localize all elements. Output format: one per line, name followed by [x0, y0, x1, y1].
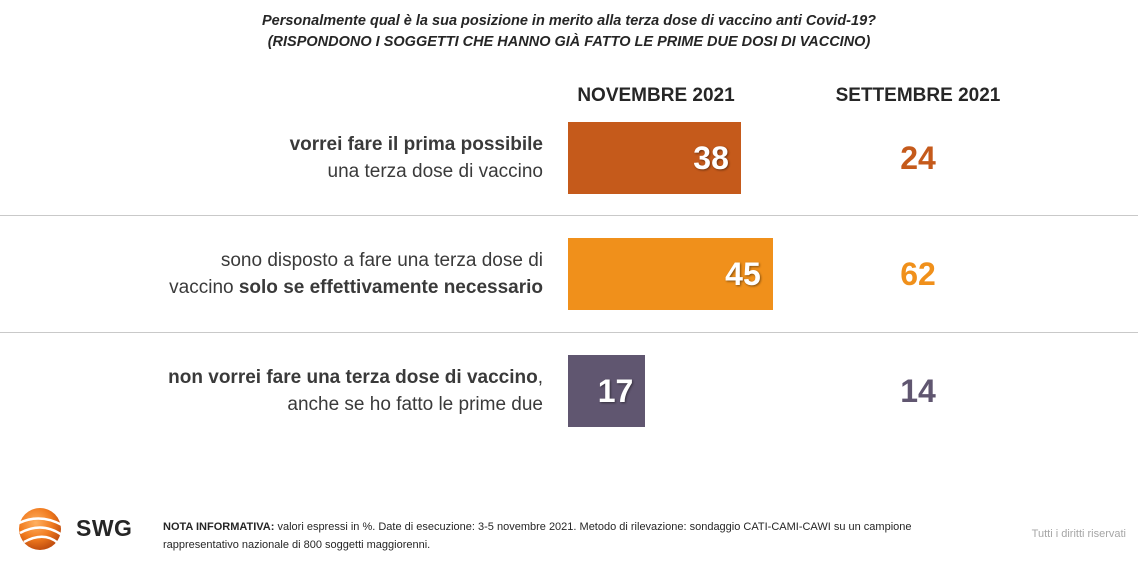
orange-globe-icon	[18, 508, 63, 550]
category-label-part: sono disposto a fare una terza dose di	[220, 250, 543, 271]
category-label-part: non vorrei fare una terza dose di vaccin…	[168, 367, 538, 388]
chart-title: Personalmente qual è la sua posizione in…	[0, 11, 1138, 53]
category-label: vorrei fare il prima possibile una terza …	[23, 131, 543, 185]
category-label-part: una terza dose di vaccino	[327, 161, 543, 182]
category-label-part: ,	[537, 367, 543, 388]
row-separator	[0, 215, 1138, 216]
column-header-settembre: SETTEMBRE 2021	[835, 85, 1001, 106]
category-label-part: vaccino	[169, 277, 239, 298]
bar-novembre-2021: 45	[568, 238, 773, 310]
logo-text: SWG	[76, 515, 133, 541]
chart-title-question: Personalmente qual è la sua posizione in…	[261, 13, 876, 29]
informative-note: NOTA INFORMATIVA: valori espressi in %. …	[163, 518, 963, 554]
column-header-novembre: NOVEMBRE 2021	[577, 85, 735, 106]
bar-value-label: 17	[597, 373, 634, 409]
chart-title-subtitle: (RISPONDONO I SOGGETTI CHE HANNO GIÀ FAT…	[267, 34, 871, 50]
value-settembre-2021: 14	[900, 373, 936, 409]
row-separator	[0, 332, 1138, 333]
category-label-part: anche se ho fatto le prime due	[287, 394, 543, 415]
category-label: sono disposto a fare una terza dose di va…	[23, 247, 543, 301]
bar-value-label: 38	[693, 140, 729, 176]
category-label-part: solo se effettivamente necessario	[238, 277, 543, 298]
note-label: NOTA INFORMATIVA:	[163, 521, 275, 533]
value-settembre-2021: 62	[900, 256, 936, 292]
bar-novembre-2021: 38	[568, 122, 741, 194]
note-text: valori espressi in %. Date di esecuzione…	[163, 521, 912, 551]
category-label-part: vorrei fare il prima possibile	[289, 134, 543, 155]
bar-novembre-2021: 17	[568, 355, 646, 427]
category-label: non vorrei fare una terza dose di vaccin…	[23, 364, 543, 418]
swg-logo: SWG	[14, 503, 144, 553]
rights-notice: Tutti i diritti riservati	[1031, 528, 1126, 540]
bar-value-label: 45	[725, 256, 761, 292]
value-settembre-2021: 24	[900, 140, 936, 176]
